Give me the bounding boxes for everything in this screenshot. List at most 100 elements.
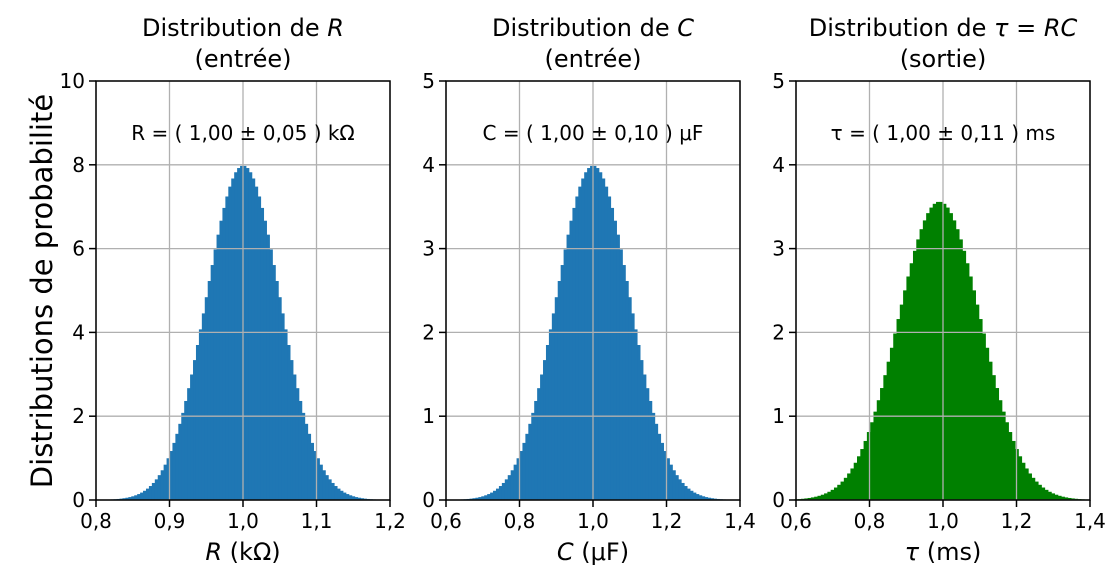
histogram-bar — [295, 388, 300, 500]
histogram-bar — [216, 234, 220, 500]
histogram-bar — [190, 374, 194, 500]
histogram-bar — [690, 490, 694, 500]
x-axis-label-symbol: C — [557, 538, 574, 566]
y-tick-label: 8 — [72, 153, 85, 177]
histogram-bar — [187, 388, 191, 500]
panel-title: Distribution de C — [492, 14, 694, 42]
histogram-bar — [478, 497, 482, 500]
histogram-bar — [304, 423, 309, 500]
histogram-bar — [337, 488, 341, 500]
x-tick-label: 1,2 — [374, 509, 406, 533]
histogram-bar — [151, 482, 156, 500]
histogram-bar — [284, 329, 288, 500]
x-tick-label: 0,6 — [430, 509, 462, 533]
histogram-bar — [237, 168, 241, 501]
histogram-bar — [507, 475, 512, 500]
histogram-bar — [988, 361, 993, 500]
histogram-bar — [184, 400, 188, 500]
histogram-bar — [587, 168, 591, 501]
panel-3: 0,6 0,8 1,0 1,2 1,4 0 1 2 3 4 5 Distribution de τ =… — [772, 14, 1106, 566]
histogram-bar — [504, 479, 509, 500]
y-tick-label: 0 — [422, 488, 435, 512]
histogram-bar — [342, 492, 347, 500]
histogram-bar — [817, 495, 822, 500]
histogram-bar — [195, 345, 200, 500]
histogram-bar — [207, 281, 212, 500]
panel-title-text: Distribution de — [492, 14, 677, 42]
histogram-bar — [551, 313, 556, 500]
histogram-bar — [648, 400, 653, 500]
histogram-bar — [275, 281, 279, 500]
histogram-bar — [328, 479, 332, 500]
x-tick-label: 1,4 — [1074, 509, 1106, 533]
histogram-bar — [260, 207, 265, 501]
histogram-bar — [857, 456, 861, 500]
x-axis-label-unit: (kΩ) — [222, 538, 281, 566]
histogram-bar — [1047, 491, 1052, 500]
histogram-bar — [645, 388, 650, 500]
histogram-bar — [301, 412, 306, 500]
histogram-bar — [985, 347, 990, 500]
histogram-bar — [251, 178, 256, 501]
histogram-bar — [995, 388, 1000, 500]
histogram-bar — [604, 186, 609, 500]
x-tick-label: 1,2 — [651, 509, 683, 533]
histogram-bar — [225, 196, 229, 501]
histogram-bar — [619, 249, 623, 500]
histogram-bar — [501, 482, 506, 500]
histogram-bar — [198, 329, 203, 500]
x-axis-label-unit: (ms) — [919, 538, 981, 566]
x-tick-label: 0,9 — [154, 509, 186, 533]
histogram-bar — [613, 220, 617, 500]
panel-annotation: C = ( 1,00 ± 0,10 ) μF — [483, 121, 704, 145]
y-tick-label: 0 — [772, 488, 785, 512]
histogram-bar — [850, 468, 855, 500]
histogram-bar — [166, 458, 170, 500]
histogram-bar — [510, 470, 515, 500]
histogram-bar — [654, 423, 659, 500]
histogram-bar — [628, 297, 632, 500]
histogram-bar — [140, 492, 144, 500]
histogram-bar — [675, 475, 679, 500]
histogram-bar — [257, 196, 262, 501]
histogram-bar — [1018, 456, 1023, 500]
histogram-bar — [687, 488, 691, 500]
histogram-bar — [325, 475, 329, 500]
histogram-bar — [992, 375, 996, 500]
histogram-bar — [1057, 495, 1062, 500]
histogram-bar — [1024, 468, 1029, 500]
x-tick-label: 0,8 — [504, 509, 536, 533]
histogram-bar — [169, 451, 173, 500]
histogram-bar — [595, 168, 600, 501]
x-tick-label: 0,8 — [854, 509, 886, 533]
histogram-bar — [955, 229, 960, 500]
histogram-bar — [481, 496, 485, 500]
histogram-bar — [157, 475, 162, 500]
histogram-bar — [278, 297, 282, 500]
panel-subtitle: (entrée) — [545, 45, 642, 73]
histogram-bar — [909, 263, 914, 500]
x-axis-label: τ (ms) — [905, 538, 982, 566]
histogram-bar — [472, 498, 476, 500]
histogram-bar — [125, 497, 129, 500]
histogram-bar — [1038, 484, 1042, 500]
histogram-bar — [563, 249, 567, 500]
histogram-bar — [952, 220, 957, 500]
histogram-bar — [493, 490, 497, 500]
histogram-bar — [163, 464, 168, 500]
histogram-bar — [154, 479, 159, 500]
y-tick-label: 1 — [772, 404, 785, 428]
histogram-bar — [534, 400, 538, 500]
histogram-bar — [903, 290, 907, 500]
panel-title-text: Distribution de — [809, 14, 994, 42]
y-tick-label: 5 — [422, 69, 435, 93]
histogram-bar — [554, 297, 559, 500]
histogram-bar — [354, 497, 359, 500]
y-tick-label: 6 — [72, 237, 85, 261]
histogram-bar — [137, 494, 141, 500]
histogram-bar — [531, 412, 535, 500]
x-tick-label: 1,0 — [577, 509, 609, 533]
histogram-bar — [666, 458, 670, 500]
histogram-bar — [804, 498, 809, 500]
